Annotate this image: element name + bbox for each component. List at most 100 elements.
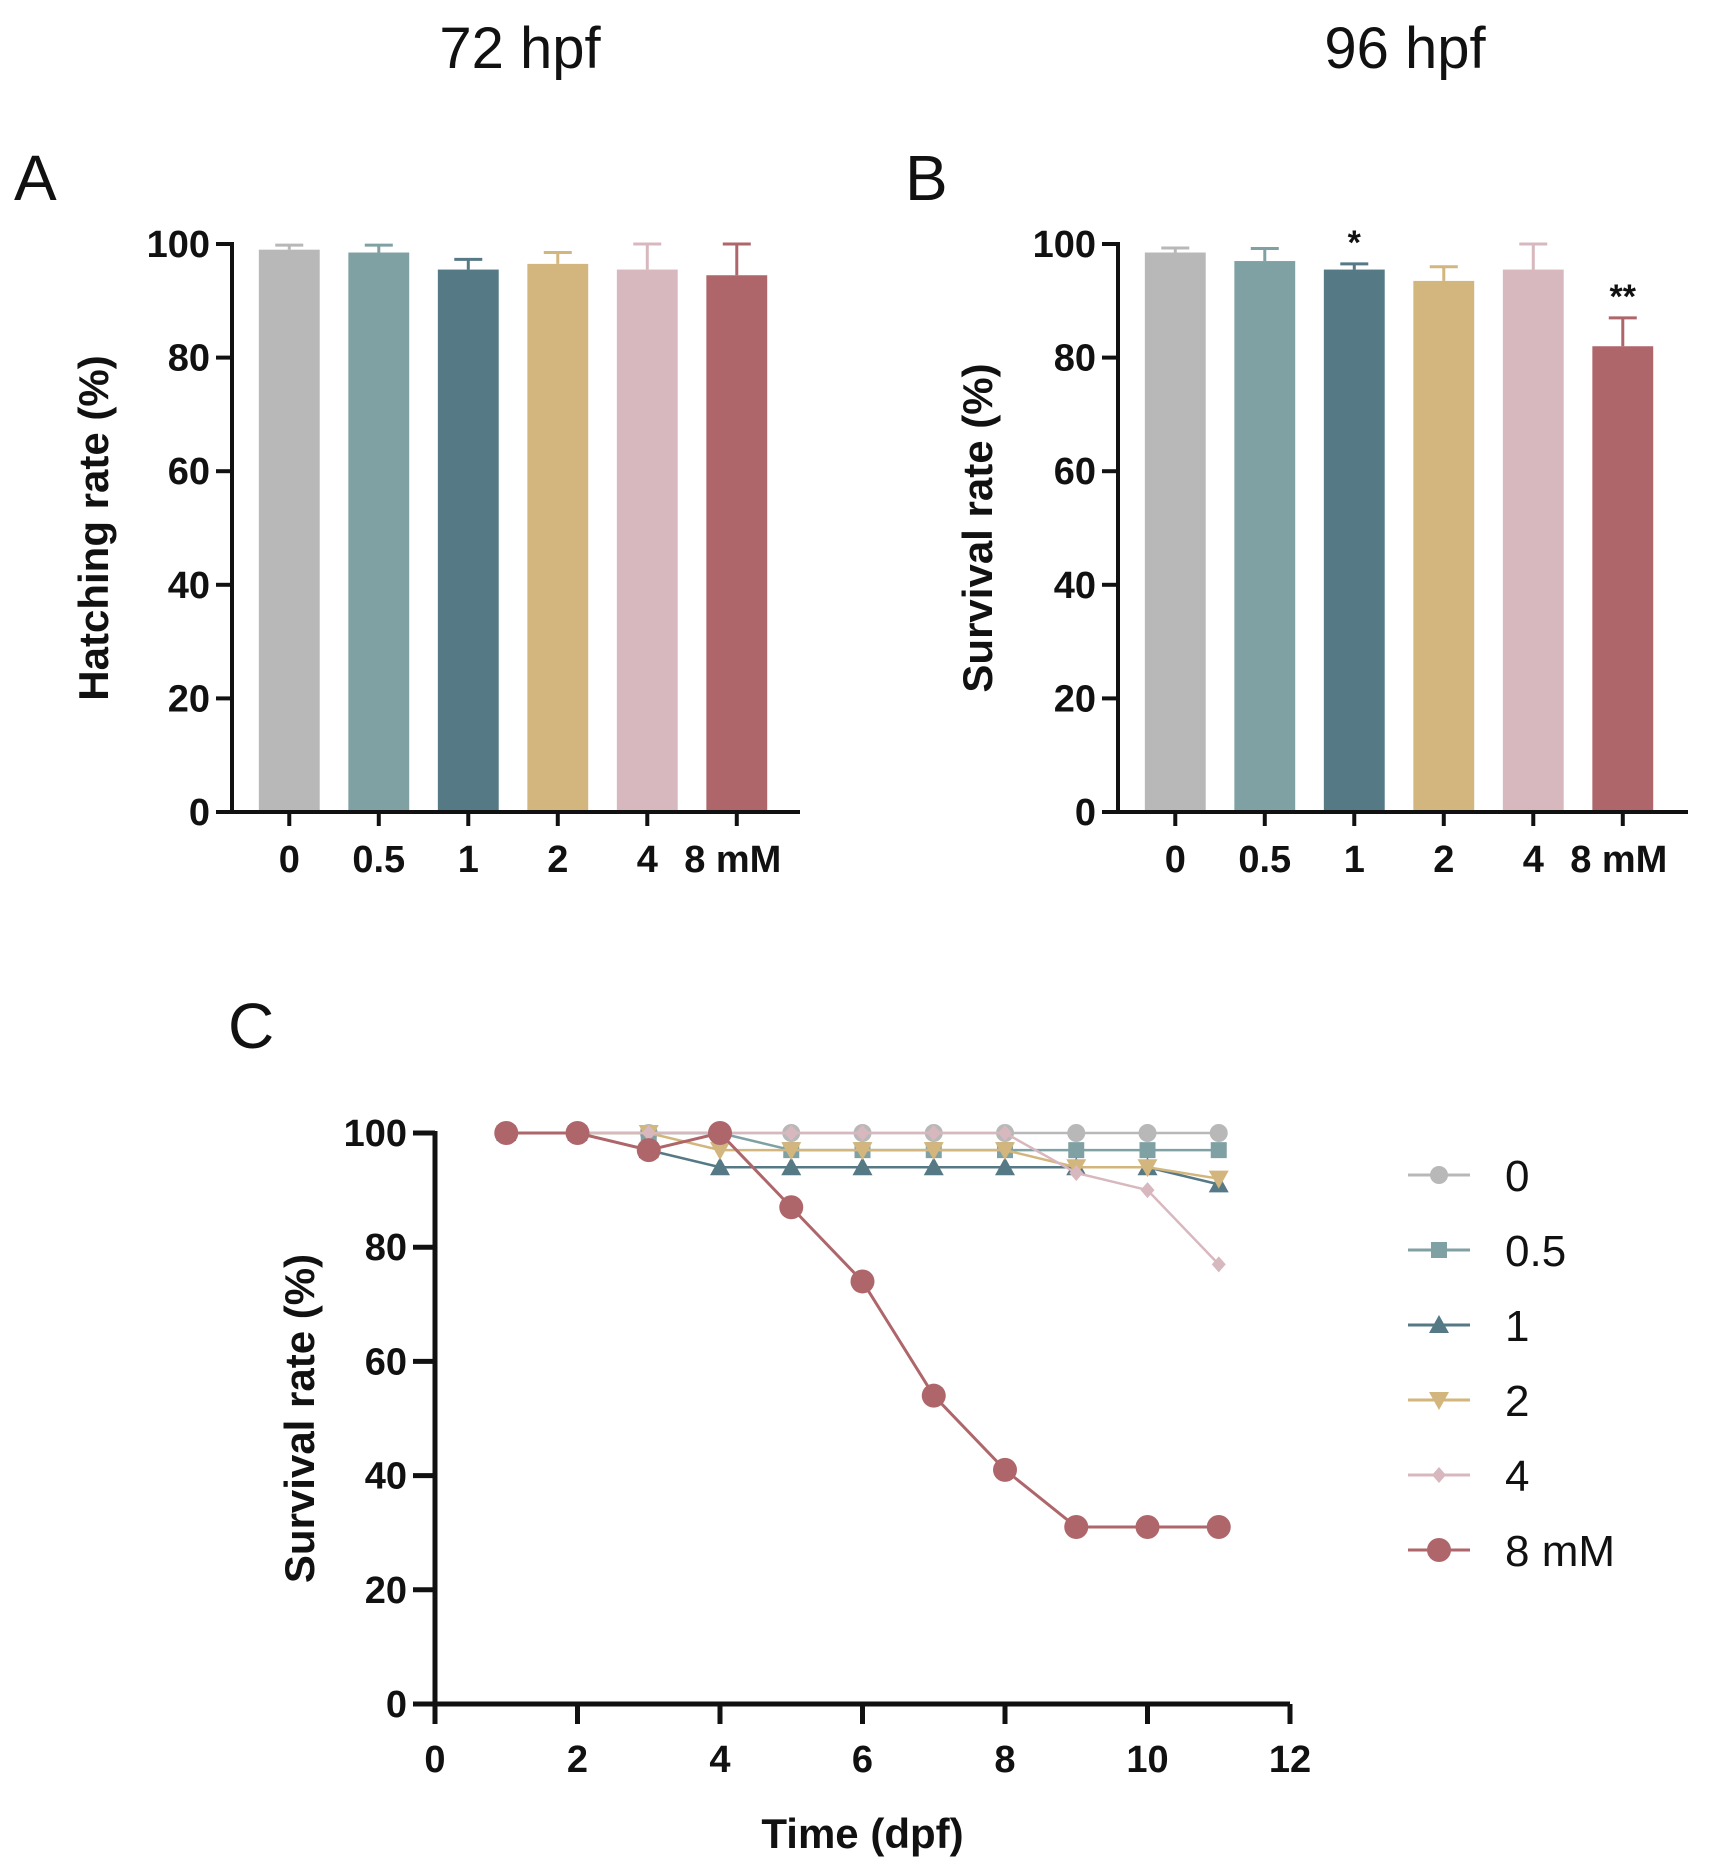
y-tick-label: 100	[1033, 224, 1096, 266]
x-tick-label: 12	[1269, 1739, 1311, 1781]
x-tick-label: 4	[709, 1739, 730, 1781]
significance-marker: **	[1610, 278, 1637, 316]
x-tick-label: 8 mM	[1570, 839, 1667, 881]
point	[1429, 1392, 1449, 1410]
x-tick-label: 0	[279, 839, 300, 881]
bar	[706, 275, 768, 812]
panel-a-hatching-chart: 0 0.5 1 2 4 8 mM 0 20 40 60 80 100 Hatching rate (%)	[70, 224, 800, 881]
x-tick-label: 4	[637, 839, 658, 881]
point	[923, 1157, 944, 1176]
x-tick-label: 0.5	[352, 839, 405, 881]
y-tick-label: 20	[168, 678, 210, 720]
y-tick-label: 100	[147, 224, 210, 266]
significance-marker: *	[1348, 224, 1362, 262]
panel-label-c: C	[228, 990, 274, 1062]
point	[1211, 1256, 1226, 1273]
legend-item: 2	[1408, 1377, 1529, 1426]
point	[494, 1121, 519, 1145]
x-tick-label: 0	[1165, 839, 1186, 881]
panel-b-survival-chart: 0 0.5 1 * 2 4 8 mM ** 0 20 40 60 80 100 Survival rate …	[954, 224, 1688, 881]
point	[852, 1142, 873, 1161]
point	[995, 1157, 1015, 1176]
point	[1210, 1142, 1227, 1159]
x-tick-label: 2	[547, 839, 568, 881]
x-tick-label: 8 mM	[684, 839, 781, 881]
x-tick-label: 0	[424, 1739, 445, 1781]
point	[1429, 1315, 1449, 1333]
point	[1068, 1142, 1085, 1159]
point	[641, 1125, 656, 1141]
point	[926, 1125, 941, 1141]
legend-label: 2	[1505, 1377, 1529, 1426]
point	[708, 1121, 732, 1145]
point	[565, 1121, 590, 1145]
x-tick-label: 8	[994, 1739, 1015, 1781]
panel-label-a: A	[14, 142, 57, 214]
y-tick-label: 60	[1054, 451, 1096, 493]
y-tick-label: 0	[386, 1684, 407, 1726]
header-72hpf: 72 hpf	[439, 16, 601, 81]
bar	[1502, 269, 1564, 812]
point	[1431, 1242, 1447, 1258]
point	[850, 1269, 875, 1294]
point	[1208, 1170, 1229, 1189]
point	[1430, 1166, 1448, 1184]
point	[1138, 1124, 1157, 1142]
bar	[1323, 269, 1385, 812]
point	[993, 1457, 1017, 1482]
series-line	[506, 1131, 1219, 1529]
point	[1064, 1514, 1089, 1539]
x-tick-label: 6	[852, 1739, 873, 1781]
y-tick-label: 60	[168, 451, 210, 493]
bar	[616, 269, 678, 812]
y-tick-label: 40	[168, 565, 210, 607]
x-tick-label: 2	[1433, 839, 1454, 881]
point	[710, 1157, 730, 1176]
point	[995, 1142, 1015, 1161]
point	[855, 1125, 870, 1141]
legend-label: 0.5	[1505, 1227, 1566, 1276]
point	[781, 1157, 802, 1176]
y-tick-label: 40	[365, 1456, 407, 1498]
series-8-mM	[494, 1121, 1231, 1539]
point	[1140, 1182, 1155, 1199]
bar	[1592, 346, 1654, 812]
point	[636, 1138, 661, 1163]
legend-item: 0	[1408, 1152, 1529, 1201]
y-tick-label: 60	[365, 1341, 407, 1383]
legend-item: 0.5	[1408, 1227, 1566, 1276]
point	[923, 1142, 944, 1161]
point	[1135, 1514, 1160, 1539]
y-tick-label: 40	[1054, 565, 1096, 607]
point	[1069, 1164, 1084, 1181]
legend: 0 0.5 1 2 4 8 mM	[1408, 1152, 1615, 1576]
point	[852, 1157, 873, 1176]
bar	[1234, 261, 1296, 812]
legend-item: 8 mM	[1408, 1527, 1615, 1576]
point	[921, 1383, 946, 1408]
bar	[437, 269, 499, 812]
y-tick-label: 0	[1075, 792, 1096, 834]
y-tick-label: 20	[365, 1570, 407, 1612]
y-tick-label: 0	[189, 792, 210, 834]
point	[1206, 1514, 1231, 1539]
y-tick-label: 80	[365, 1227, 407, 1269]
point	[1427, 1538, 1451, 1562]
point	[784, 1125, 799, 1141]
point	[1137, 1159, 1158, 1178]
bar	[258, 249, 320, 812]
bar	[1413, 280, 1475, 812]
y-axis-label: Survival rate (%)	[954, 363, 1001, 692]
bar	[1144, 252, 1206, 812]
x-tick-label: 10	[1126, 1739, 1168, 1781]
x-axis-label: Time (dpf)	[761, 1810, 963, 1857]
y-tick-label: 100	[344, 1113, 407, 1155]
y-axis-label: Hatching rate (%)	[70, 355, 117, 700]
point	[710, 1142, 730, 1161]
point	[779, 1195, 804, 1220]
x-tick-label: 0.5	[1238, 839, 1291, 881]
panel-label-b: B	[905, 142, 948, 214]
y-tick-label: 80	[168, 338, 210, 380]
